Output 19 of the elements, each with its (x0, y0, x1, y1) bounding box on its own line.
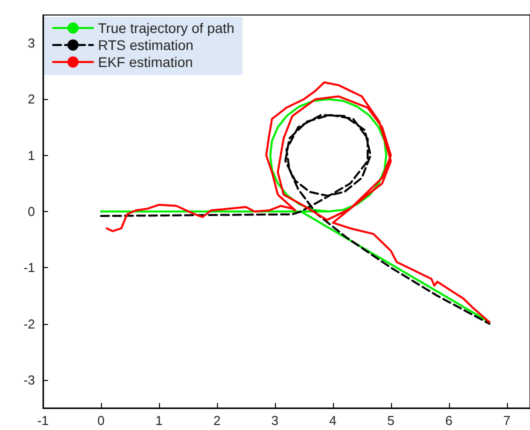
legend-label: EKF estimation (98, 54, 193, 70)
y-tick-label: 1 (28, 148, 35, 163)
x-tick-label: 4 (329, 413, 336, 428)
x-tick-label: 2 (213, 413, 221, 428)
y-tick-label: 0 (28, 204, 35, 219)
y-tick-label: 2 (28, 92, 35, 107)
y-tick-label: -2 (23, 316, 35, 332)
y-tick-label: -1 (23, 260, 35, 276)
x-tick-label: -1 (37, 413, 49, 428)
x-tick-label: 7 (503, 413, 510, 428)
y-tick-label: 3 (28, 36, 35, 51)
x-tick-label: 0 (97, 413, 105, 428)
y-tick-label: -3 (23, 372, 35, 388)
x-tick-label: 6 (445, 413, 452, 428)
legend-label: RTS estimation (98, 37, 194, 53)
x-tick-label: 1 (155, 413, 163, 428)
x-tick-label: 5 (387, 413, 394, 428)
legend-label: True trajectory of path (98, 20, 234, 36)
x-tick-label: 3 (271, 413, 279, 428)
